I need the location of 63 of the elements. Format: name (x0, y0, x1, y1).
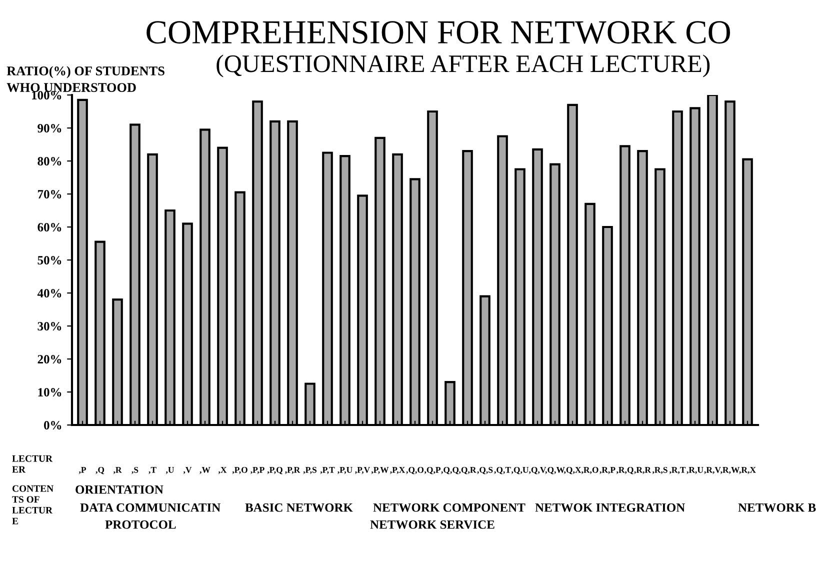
x-tick-label: ,P,W (371, 467, 389, 474)
x-tick-label: ,R,O (581, 466, 598, 474)
chart-title: COMPREHENSION FOR NETWORK CO (146, 21, 730, 44)
y-tick-label: 30% (38, 322, 62, 330)
text: NETWORK SERVICE (370, 520, 494, 529)
text: BASIC NETWORK (245, 503, 353, 512)
x-tick-label: ,R,W (720, 467, 740, 474)
x-tick-label: ,R,U (686, 467, 704, 474)
x-tick-label: ,R,R (634, 467, 652, 474)
y-axis-title: RATIO(%) OF STUDENTS WHO UNDERSTOOD (6, 66, 164, 92)
x-tick-label: ,Q,W (545, 466, 565, 474)
chart-subtitle: (QUESTIONNAIRE AFTER EACH LECTURE) (216, 54, 710, 78)
x-tick-label: ,R,S (652, 466, 668, 474)
x-tick-label: ,Q (96, 466, 104, 474)
x-tick-label: ,R,Q (616, 466, 634, 474)
x-tick-label: ,Q,Q (441, 466, 459, 474)
y-tick-label: 0% (44, 421, 62, 430)
x-tick-label: ,S (132, 466, 138, 474)
text: NETWORK COMPONENT (373, 503, 526, 512)
text: NETWOK INTEGRATION (535, 503, 685, 512)
x-tick-label: ,P,V (354, 467, 370, 474)
text: PROTOCOL (105, 520, 176, 529)
x-tick-label: ,Q,T (494, 466, 511, 474)
x-tick-label: ,P,O (232, 466, 248, 474)
x-tick-label: ,V (183, 467, 192, 474)
x-tick-label: ,P,Q (267, 466, 282, 474)
y-tick-label: 70% (38, 190, 62, 198)
x-tick-label: ,R,P (600, 467, 616, 474)
x-tick-label: ,R (113, 467, 122, 474)
y-tick-label: 50% (38, 256, 62, 264)
x-tick-label: ,R,T (669, 467, 686, 474)
x-tick-label: ,P,U (337, 467, 352, 474)
x-tick-label: ,Q,X (564, 466, 582, 474)
text: DATA COMMUNICATIN (80, 503, 220, 512)
y-tick-label: 90% (38, 124, 62, 132)
x-tick-label: ,T (148, 467, 156, 474)
x-tick-label: ,X (218, 467, 227, 474)
x-tick-label: ,Q,O (406, 466, 424, 474)
text: CONTEN TS OF LECTUR E (12, 485, 54, 524)
text: LECTUR ER (12, 455, 53, 473)
x-tick-label: ,P,S (303, 466, 317, 474)
x-tick-label: ,Q,V (528, 466, 546, 474)
x-tick-label: ,W (200, 467, 210, 474)
x-tick-label: ,P,X (390, 467, 406, 474)
x-tick-label: ,Q,S (477, 466, 493, 474)
text: NETWORK B (738, 503, 816, 512)
x-tick-label: ,Q,P (424, 466, 441, 474)
y-tick-label: 40% (37, 289, 62, 298)
y-tick-label: 10% (38, 388, 62, 396)
x-tick-label: ,Q,U (511, 466, 529, 474)
x-tick-label: ,U (166, 467, 174, 474)
y-tick-label: 20% (38, 355, 62, 364)
text: ORIENTATION (76, 485, 164, 494)
x-tick-label: ,R,X (739, 467, 756, 474)
x-tick-label: ,P,T (320, 467, 335, 474)
x-tick-label: ,P (78, 467, 86, 474)
x-tick-label: ,P,P (250, 467, 264, 474)
x-tick-label: ,R,V (704, 467, 721, 474)
x-tick-label: ,P,R (284, 467, 300, 474)
x-tick-label: ,Q,R (458, 466, 476, 474)
y-tick-label: 80% (38, 157, 62, 166)
y-tick-label: 60% (38, 223, 62, 232)
y-tick-label: 100% (32, 91, 62, 100)
